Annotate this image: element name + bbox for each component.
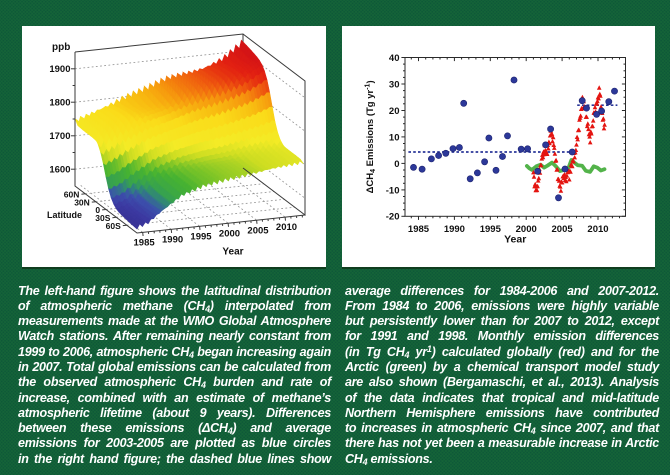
svg-text:1990: 1990	[444, 224, 465, 235]
svg-text:40: 40	[389, 53, 400, 64]
svg-text:1985: 1985	[408, 224, 430, 235]
svg-text:10: 10	[389, 132, 400, 143]
svg-text:1900: 1900	[49, 64, 70, 75]
svg-text:1985: 1985	[134, 238, 156, 249]
svg-text:2005: 2005	[552, 224, 574, 235]
svg-text:ΔCH4 Emissions (Tg yr-1): ΔCH4 Emissions (Tg yr-1)	[365, 80, 378, 193]
svg-text:1700: 1700	[49, 131, 70, 142]
svg-text:1995: 1995	[480, 224, 502, 235]
svg-text:Year: Year	[222, 247, 243, 258]
svg-text:2010: 2010	[276, 222, 297, 233]
svg-text:-10: -10	[386, 185, 400, 196]
svg-text:0: 0	[95, 205, 100, 215]
svg-text:Year: Year	[504, 233, 526, 245]
svg-text:2005: 2005	[247, 225, 269, 236]
svg-text:60S: 60S	[106, 221, 121, 231]
svg-text:1990: 1990	[162, 234, 183, 245]
svg-text:Latitude: Latitude	[47, 210, 82, 220]
svg-text:20: 20	[389, 106, 400, 117]
svg-text:60N: 60N	[64, 189, 80, 199]
svg-text:1600: 1600	[49, 165, 70, 176]
svg-text:2000: 2000	[219, 228, 240, 239]
svg-text:2010: 2010	[587, 224, 608, 235]
svg-text:0: 0	[394, 159, 399, 170]
svg-text:-20: -20	[386, 212, 400, 223]
svg-text:30N: 30N	[74, 197, 90, 207]
svg-text:30: 30	[389, 79, 400, 90]
svg-text:30S: 30S	[95, 213, 110, 223]
svg-text:ppb: ppb	[52, 42, 70, 53]
svg-text:1800: 1800	[49, 98, 70, 109]
svg-text:1995: 1995	[190, 231, 212, 242]
svg-text:2000: 2000	[516, 224, 537, 235]
